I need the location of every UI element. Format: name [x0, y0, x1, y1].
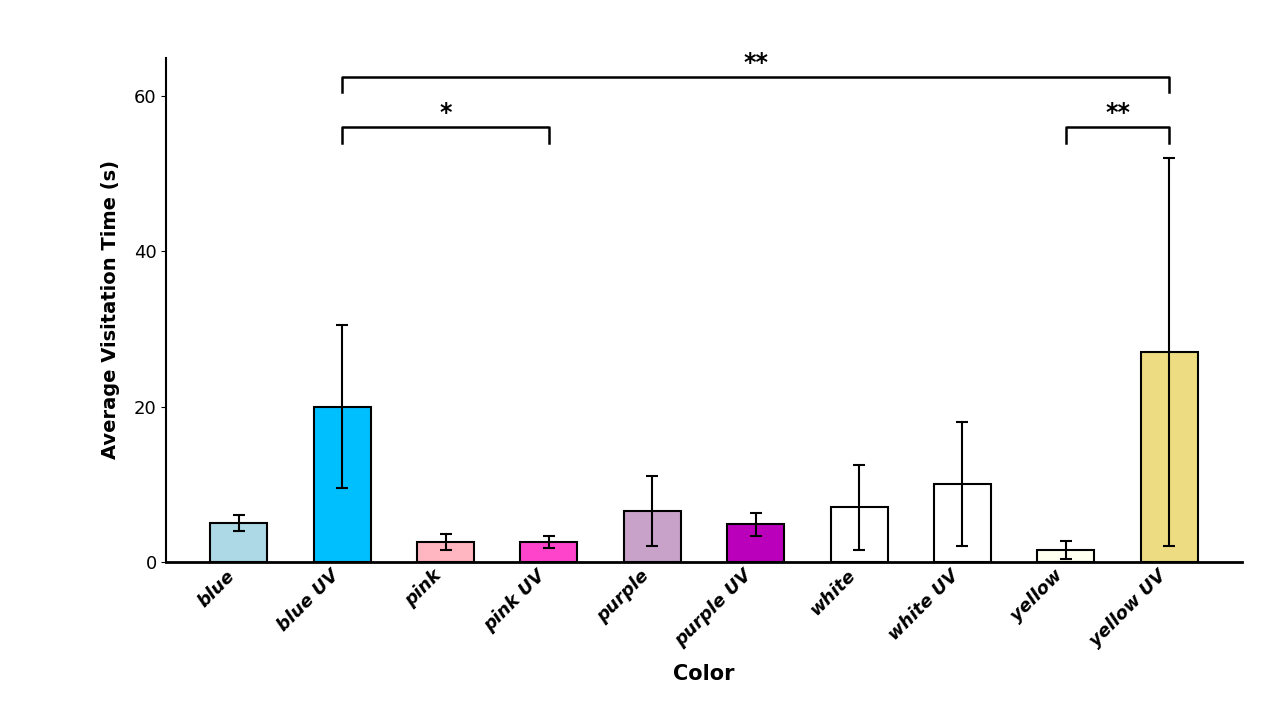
Bar [623, 511, 681, 562]
Bar [831, 508, 887, 562]
Bar [417, 542, 474, 562]
Bar [934, 484, 991, 562]
Text: *: * [439, 101, 452, 125]
X-axis label: Color: Color [673, 665, 735, 684]
Text: **: ** [1105, 101, 1130, 125]
Bar [210, 523, 268, 562]
Text: **: ** [744, 50, 768, 75]
Bar [1140, 352, 1198, 562]
Bar [314, 407, 371, 562]
Bar [521, 542, 577, 562]
Y-axis label: Average Visitation Time (s): Average Visitation Time (s) [101, 160, 120, 459]
Bar [1037, 550, 1094, 562]
Bar [727, 524, 785, 562]
